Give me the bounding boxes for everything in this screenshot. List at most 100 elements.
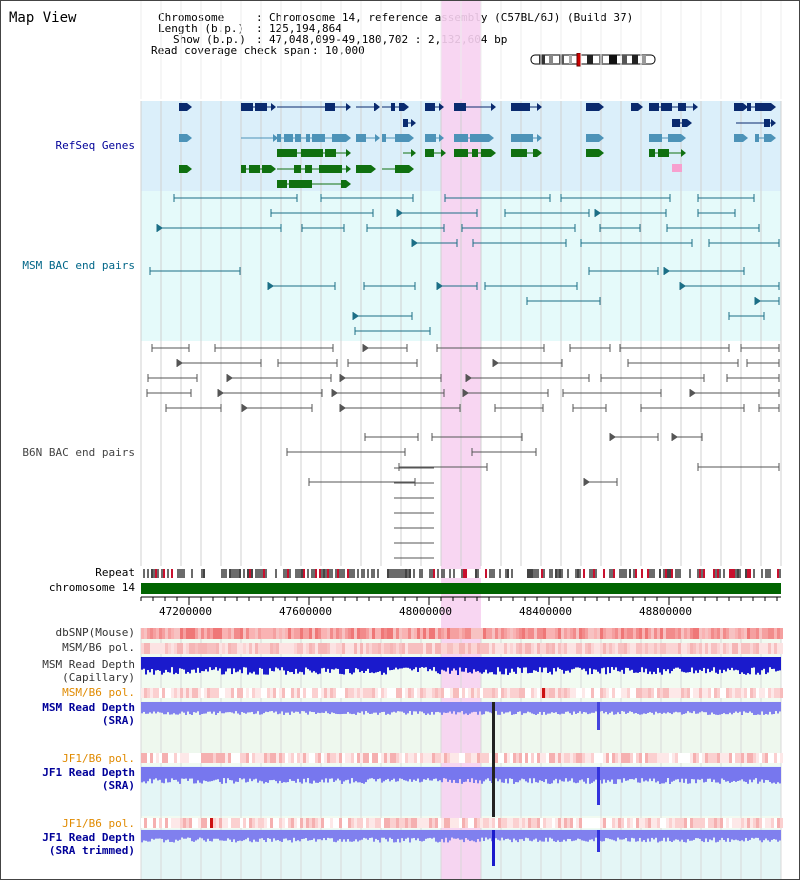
jf1-depth-sra xyxy=(623,767,625,779)
msm-b6-pol-2-band xyxy=(417,688,420,698)
repeat-mark xyxy=(161,569,163,578)
track-label-b6n-bac[interactable]: B6N BAC end pairs xyxy=(22,446,135,459)
dbsnp-band xyxy=(690,628,693,639)
track-label-jf1-b6-pol[interactable]: JF1/B6 pol. xyxy=(62,752,135,765)
msm-b6-pol-band xyxy=(726,643,729,654)
msm-depth-sra xyxy=(503,702,505,714)
jf1-depth-sra xyxy=(445,767,447,779)
msm-b6-pol-2-band xyxy=(738,688,741,698)
msm-b6-pol-band xyxy=(732,643,735,654)
track-label-msm-depth-sra[interactable]: MSM Read Depth xyxy=(42,701,135,714)
repeat-mark xyxy=(417,569,419,578)
jf1-depth-sra xyxy=(439,767,441,781)
jf1-depth-sra xyxy=(629,767,631,780)
msm-b6-pol-band xyxy=(525,643,528,654)
track-label-msm-bac[interactable]: MSM BAC end pairs xyxy=(22,259,135,272)
jf1-b6-pol-band xyxy=(195,753,198,763)
jf1-depth-sra xyxy=(199,767,201,783)
jf1-depth-trimmed xyxy=(439,830,441,842)
track-label-jf1-depth-trimmed[interactable]: JF1 Read Depth xyxy=(42,831,135,844)
jf1-b6-pol-band xyxy=(213,753,216,763)
msm-depth-sra xyxy=(643,702,645,714)
msm-depth-sra xyxy=(287,702,289,713)
jf1-depth-sra xyxy=(263,767,265,784)
refseq-gene xyxy=(649,103,659,111)
msm-depth-capillary xyxy=(773,657,775,669)
track-label-msm-depth-capillary[interactable]: MSM Read Depth xyxy=(42,658,135,671)
msm-depth-sra xyxy=(327,702,329,714)
track-label-dbsnp[interactable]: dbSNP(Mouse) xyxy=(55,626,135,639)
track-label-repeat[interactable]: Repeat xyxy=(95,566,135,579)
dbsnp-band xyxy=(699,628,702,639)
msm-depth-capillary xyxy=(415,657,417,668)
repeat-mark xyxy=(709,569,711,578)
msm-depth-capillary xyxy=(321,657,323,669)
msm-depth-capillary xyxy=(355,657,357,669)
track-label-refseq[interactable]: RefSeq Genes xyxy=(55,139,135,152)
dbsnp-band xyxy=(654,628,657,639)
jf1-b6-pol-band xyxy=(663,753,666,763)
dbsnp-band xyxy=(222,628,225,639)
jf1-depth-trimmed xyxy=(269,830,271,839)
msm-b6-pol-2-band xyxy=(690,688,693,698)
msm-b6-pol-2-band xyxy=(345,688,348,698)
track-label-jf1-depth-sra[interactable]: JF1 Read Depth xyxy=(42,766,135,779)
msm-b6-pol-2-band xyxy=(357,688,360,698)
msm-depth-capillary xyxy=(387,657,389,668)
repeat-mark xyxy=(315,569,317,578)
msm-depth-capillary xyxy=(287,657,289,671)
dbsnp-band xyxy=(618,628,621,639)
jf1-b6-pol-2-band xyxy=(723,818,726,828)
msm-depth-capillary xyxy=(309,657,311,671)
msm-b6-pol-band xyxy=(771,643,774,654)
msm-depth-capillary xyxy=(291,657,293,673)
jf1-depth-trimmed xyxy=(537,830,539,842)
jf1-depth-sra xyxy=(483,767,485,782)
jf1-depth-trimmed xyxy=(549,830,551,838)
msm-b6-pol-2-band xyxy=(732,688,735,698)
dbsnp-band xyxy=(546,628,549,639)
track-label-jf1-depth-sra-sub: (SRA) xyxy=(101,779,135,792)
jf1-b6-pol-band xyxy=(402,753,405,763)
dbsnp-band xyxy=(495,628,498,639)
msm-depth-sra xyxy=(593,702,595,713)
repeat-mark xyxy=(407,569,409,578)
msm-b6-pol-2-band xyxy=(315,688,318,698)
msm-depth-capillary xyxy=(241,657,243,674)
jf1-depth-trimmed xyxy=(425,830,427,839)
msm-depth-capillary xyxy=(547,657,549,673)
jf1-depth-trimmed xyxy=(343,830,345,840)
ruler-tick-label: 48400000 xyxy=(519,605,572,618)
jf1-depth-trimmed xyxy=(213,830,215,839)
msm-depth-sra xyxy=(763,702,765,715)
jf1-depth-sra xyxy=(777,767,779,783)
jf1-depth-sra xyxy=(731,767,733,782)
jf1-b6-pol-2-band xyxy=(369,818,372,828)
jf1-depth-sra xyxy=(541,767,543,782)
jf1-b6-pol-band xyxy=(549,753,552,763)
msm-depth-sra xyxy=(721,702,723,715)
track-label-msm-b6-pol[interactable]: MSM/B6 pol. xyxy=(62,641,135,654)
jf1-b6-pol-band xyxy=(267,753,270,763)
refseq-gene-arrow xyxy=(489,134,494,142)
refseq-gene xyxy=(255,103,267,111)
track-label-msm-b6-pol-2[interactable]: MSM/B6 pol. xyxy=(62,686,135,699)
jf1-depth-trimmed xyxy=(589,830,591,840)
jf1-depth-trimmed xyxy=(727,830,729,839)
jf1-b6-pol-2-band xyxy=(426,818,429,828)
jf1-depth-trimmed xyxy=(555,830,557,842)
msm-b6-pol-2-band xyxy=(561,688,564,698)
msm-depth-capillary xyxy=(405,657,407,668)
jf1-b6-pol-band xyxy=(243,753,246,763)
jf1-depth-sra xyxy=(703,767,705,783)
track-label-jf1-b6-pol-2[interactable]: JF1/B6 pol. xyxy=(62,817,135,830)
msm-depth-sra xyxy=(571,702,573,715)
dbsnp-band xyxy=(660,628,663,639)
msm-b6-pol-band xyxy=(147,643,150,654)
repeat-mark xyxy=(415,569,417,578)
jf1-b6-pol-band xyxy=(450,753,453,763)
jf1-b6-pol-band xyxy=(666,753,669,763)
dbsnp-band xyxy=(462,628,465,639)
msm-b6-pol-2-band xyxy=(714,688,717,698)
